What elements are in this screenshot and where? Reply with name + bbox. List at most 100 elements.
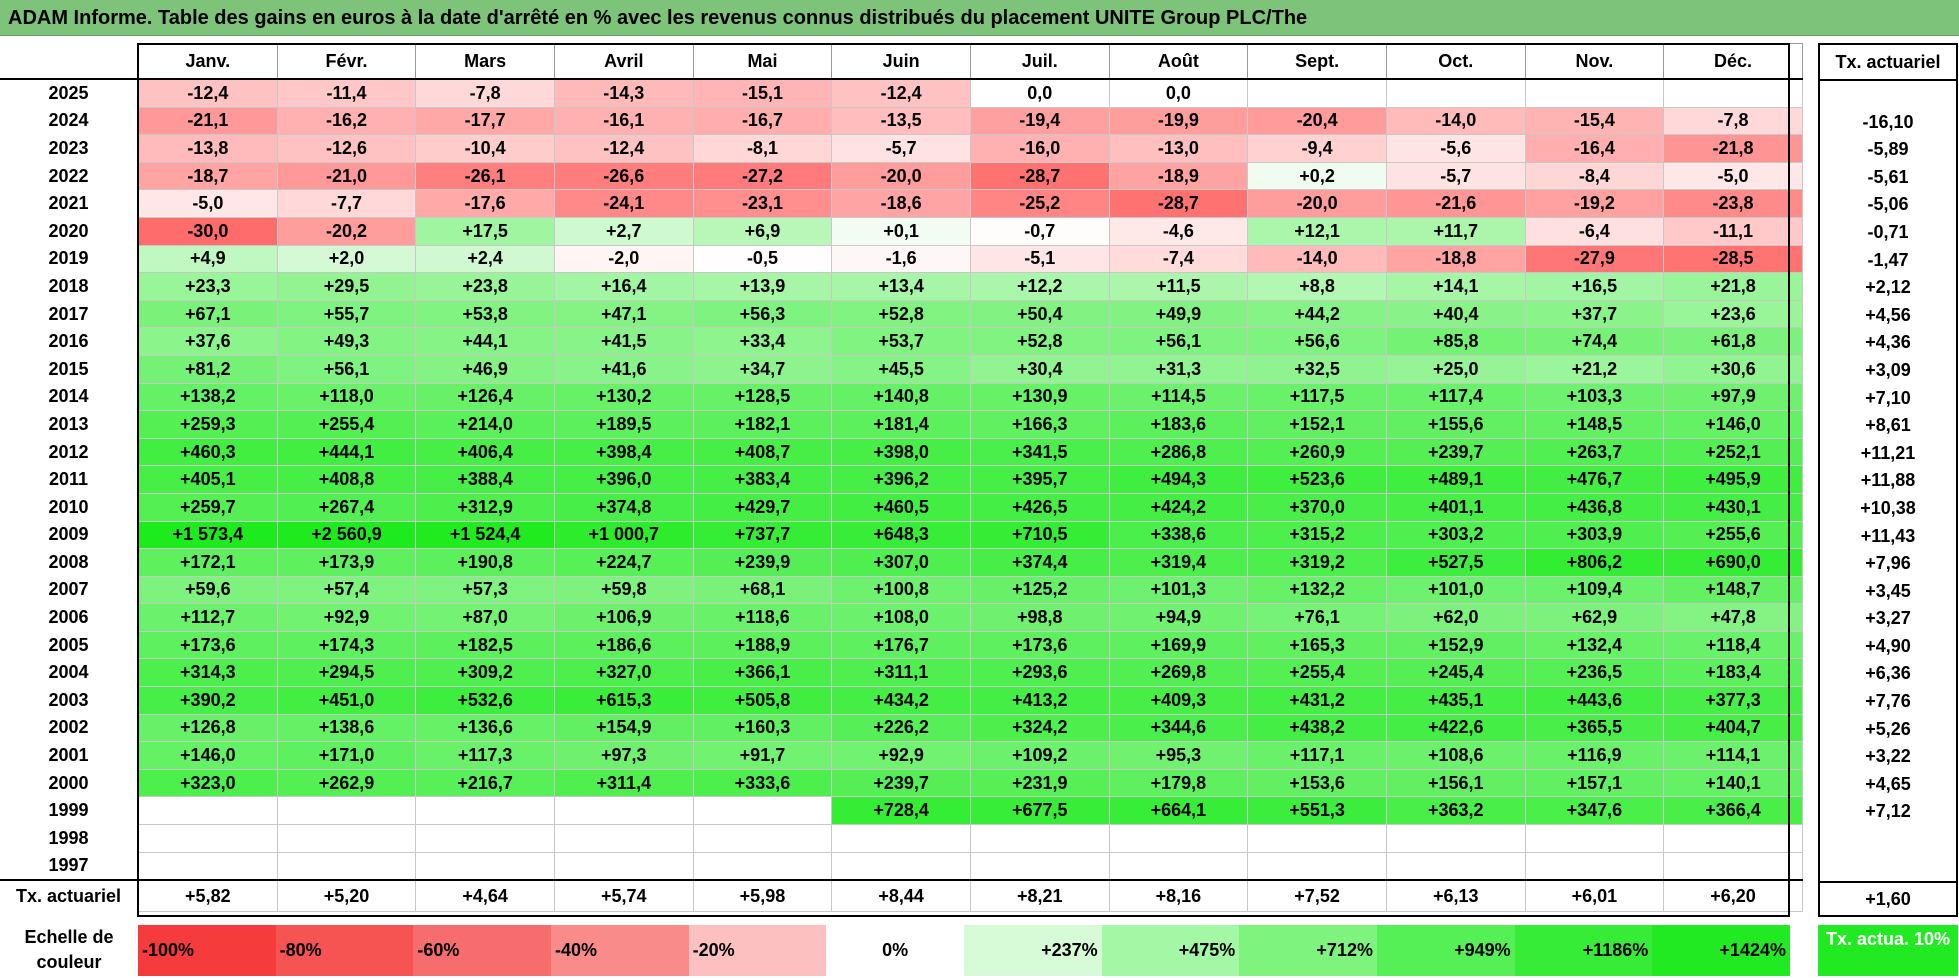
gain-cell: -28,7 — [969, 161, 1110, 191]
gain-cell: -5,6 — [1385, 134, 1526, 163]
gain-cell: +443,6 — [1524, 686, 1665, 715]
table-row: 2020 -30,0 -20,2 +17,5 +2,7 +6,9 +0,1 -0,7 -4,6 +… — [0, 216, 1803, 246]
gain-cell: +255,4 — [1247, 658, 1387, 688]
gain-cell: -14,0 — [1385, 106, 1526, 136]
gain-cell: +333,6 — [692, 768, 833, 798]
gain-cell: +186,6 — [553, 630, 694, 660]
gain-cell: +12,1 — [1247, 216, 1387, 246]
gain-cell: -20,2 — [276, 216, 417, 246]
gain-cell: +165,3 — [1247, 630, 1387, 660]
color-scale-step: -40% — [551, 925, 689, 976]
gain-cell: +30,6 — [1663, 354, 1803, 384]
color-scale-step: +475% — [1101, 925, 1240, 976]
gain-cell: +2,0 — [276, 244, 417, 274]
gain-cell — [553, 796, 694, 826]
gain-cell: +114,5 — [1108, 382, 1249, 412]
gain-cell — [415, 824, 555, 853]
gain-cell: +422,6 — [1385, 713, 1526, 743]
table-row: 2024 -21,1 -16,2 -17,7 -16,1 -16,7 -13,5 -19,4-… — [0, 106, 1803, 136]
gain-cell: +17,5 — [415, 216, 555, 246]
gain-cell: +396,0 — [553, 465, 694, 494]
gain-cell: -16,0 — [969, 134, 1110, 163]
gain-cell: +173,6 — [969, 630, 1110, 660]
gain-cell: -14,0 — [1247, 244, 1387, 274]
gain-cell: +103,3 — [1524, 382, 1665, 412]
footer-value: +8,16 — [1108, 879, 1249, 913]
table-row: 2025 -12,4 -11,4 -7,8 -14,3 -15,1 -12,4 0,0 0,0 — [0, 78, 1803, 108]
gain-cell: +408,7 — [692, 437, 833, 467]
gain-cell: +1 524,4 — [415, 520, 555, 550]
gain-cell: +183,4 — [1663, 658, 1803, 688]
gain-cell: +406,4 — [415, 437, 555, 467]
gain-cell: -19,2 — [1524, 189, 1665, 218]
gain-cell: +94,9 — [1108, 603, 1249, 632]
gain-cell: -27,2 — [692, 161, 833, 191]
actuarial-value: -16,10 — [1862, 111, 1914, 132]
gain-cell: +1 573,4 — [137, 520, 278, 550]
gain-cell — [276, 824, 417, 853]
gain-cell: -9,4 — [1247, 134, 1387, 163]
actuarial-value: +3,45 — [1865, 580, 1911, 601]
footer-value: +6,13 — [1385, 879, 1526, 913]
footer-value: +4,64 — [415, 879, 555, 913]
gain-cell — [137, 796, 278, 826]
gain-cell: +53,8 — [415, 299, 555, 329]
gain-cell: +153,6 — [1247, 768, 1387, 798]
gain-cell: +260,9 — [1247, 437, 1387, 467]
gain-cell: -28,7 — [1108, 189, 1249, 218]
color-scale-step: +1424% — [1652, 925, 1790, 976]
gain-cell: +319,4 — [1108, 548, 1249, 577]
gain-cell: +152,1 — [1247, 410, 1387, 439]
gain-cell: +11,5 — [1108, 272, 1249, 301]
actuarial-value: +3,22 — [1865, 746, 1911, 767]
gain-cell: +664,1 — [1108, 796, 1249, 826]
gain-cell: +32,5 — [1247, 354, 1387, 384]
gain-cell: +101,0 — [1385, 575, 1526, 605]
year-label: 2010 — [0, 493, 139, 521]
year-label: 2018 — [0, 272, 139, 301]
gain-cell: +23,6 — [1663, 299, 1803, 329]
gain-cell: +408,8 — [276, 465, 417, 494]
gain-cell: +160,3 — [692, 713, 833, 743]
year-label: 2016 — [0, 327, 139, 356]
gain-cell — [692, 851, 833, 881]
month-header-3: Avril — [553, 43, 694, 80]
gain-cell: +314,3 — [137, 658, 278, 688]
gain-cell: +0,2 — [1247, 161, 1387, 191]
gain-cell: +91,7 — [692, 741, 833, 770]
gain-cell: +2,4 — [415, 244, 555, 274]
gain-cell: -16,2 — [276, 106, 417, 136]
gain-cell: +55,7 — [276, 299, 417, 329]
gain-cell: +395,7 — [969, 465, 1110, 494]
actuarial-column: Tx. actuariel -16,10 -5,89 -5,61 -5,06 -0,71… — [1818, 43, 1958, 917]
gain-cell: -26,1 — [415, 161, 555, 191]
gain-cell: +146,0 — [137, 741, 278, 770]
year-label: 2003 — [0, 686, 139, 715]
gain-cell: +126,8 — [137, 713, 278, 743]
gain-cell: +728,4 — [831, 796, 971, 826]
gain-cell: -12,6 — [276, 134, 417, 163]
gain-cell: +365,5 — [1524, 713, 1665, 743]
gain-cell: -8,4 — [1524, 161, 1665, 191]
gain-cell: -23,1 — [692, 189, 833, 218]
gain-cell: +398,4 — [553, 437, 694, 467]
year-label: 1998 — [0, 824, 139, 853]
gain-cell: +140,8 — [831, 382, 971, 412]
gain-cell — [1663, 824, 1803, 853]
gain-cell: -18,6 — [831, 189, 971, 218]
gain-cell: -12,4 — [137, 78, 278, 108]
gain-cell: +710,5 — [969, 520, 1110, 550]
month-header-9: Oct. — [1385, 43, 1526, 80]
year-label: 2015 — [0, 355, 139, 384]
gain-cell: +366,4 — [1663, 796, 1803, 826]
gain-cell: +451,0 — [276, 686, 417, 715]
table-row: 2005 +173,6 +174,3 +182,5 +186,6 +188,9 +176,7… — [0, 630, 1803, 660]
gain-cell — [276, 796, 417, 826]
gain-cell: +2 560,9 — [276, 520, 417, 550]
gain-cell: -4,6 — [1108, 216, 1249, 246]
gain-cell: +677,5 — [969, 796, 1110, 826]
gain-cell: +239,7 — [1385, 437, 1526, 467]
gain-cell: +171,0 — [276, 741, 417, 770]
gain-cell: +37,7 — [1524, 299, 1665, 329]
gain-cell: -13,0 — [1108, 134, 1249, 163]
